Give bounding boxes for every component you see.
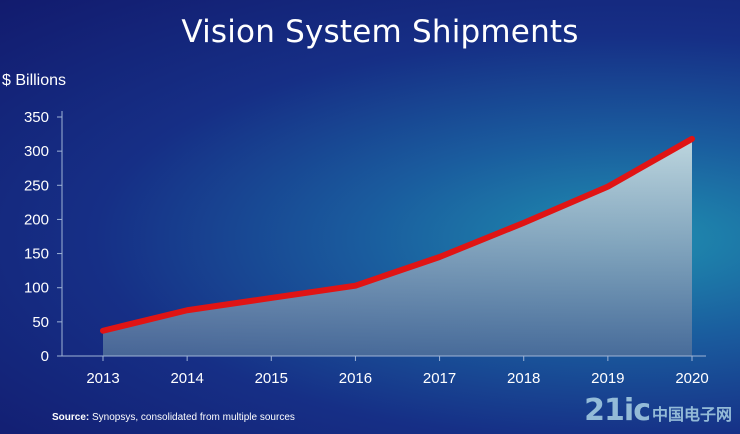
x-tick-label: 2016 — [339, 370, 372, 387]
source-note: Source: Synopsys, consolidated from mult… — [52, 412, 295, 423]
data-point — [352, 283, 358, 289]
watermark-text: 21ic — [584, 393, 651, 428]
y-tick-label: 350 — [24, 109, 49, 126]
data-point — [605, 184, 611, 190]
y-tick-label: 0 — [41, 348, 49, 365]
y-tick-label: 150 — [24, 246, 49, 263]
source-label: Source: — [52, 412, 90, 423]
data-point — [521, 220, 527, 226]
data-point — [689, 136, 695, 142]
x-tick-label: 2018 — [507, 370, 540, 387]
source-text: Synopsys, consolidated from multiple sou… — [92, 412, 295, 423]
watermark-logo: 21ic 中国电子网 — [584, 393, 732, 428]
y-tick-label: 50 — [32, 314, 49, 331]
x-tick-label: 2015 — [255, 370, 288, 387]
watermark-suffix: 中国电子网 — [651, 405, 732, 424]
x-tick-label: 2017 — [423, 370, 456, 387]
y-tick-label: 300 — [24, 143, 49, 160]
chart-title: Vision System Shipments — [181, 14, 579, 50]
plot-area: 0 50 100 150 200 250 300 350 2013 2014 2015 2016 201… — [24, 109, 709, 387]
y-tick-label: 100 — [24, 280, 49, 297]
x-tick-label: 2013 — [86, 370, 119, 387]
data-point — [100, 328, 106, 334]
data-point — [184, 307, 190, 313]
x-tick-label: 2020 — [675, 370, 708, 387]
y-tick-label: 250 — [24, 177, 49, 194]
area-fill — [103, 138, 692, 356]
series-line — [100, 135, 695, 334]
x-tick-label: 2014 — [170, 370, 203, 387]
x-tick-label: 2019 — [591, 370, 624, 387]
y-axis-label: $ Billions — [2, 72, 67, 89]
data-point — [268, 295, 274, 301]
y-tick-label: 200 — [24, 211, 49, 228]
data-point — [437, 254, 443, 260]
